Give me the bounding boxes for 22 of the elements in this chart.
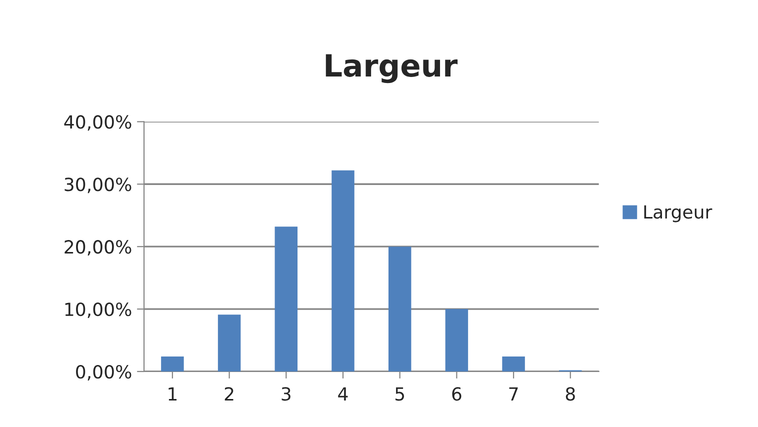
bar: [274, 226, 298, 372]
y-tick-label: 10,00%: [65, 302, 132, 318]
y-tick-label: 30,00%: [64, 178, 132, 194]
x-tick-label: 6: [452, 387, 462, 401]
x-tick-label: 1: [168, 387, 177, 400]
bar: [388, 246, 412, 372]
y-tick-label: 40,00%: [64, 115, 132, 131]
bar: [218, 314, 241, 372]
chart-title: Largeur: [326, 54, 458, 84]
bar: [445, 309, 468, 372]
x-tick-label: 3: [282, 387, 290, 401]
x-tick-label: 8: [566, 387, 575, 401]
bar: [502, 356, 525, 372]
x-tick-label: 2: [224, 387, 234, 400]
bar: [332, 170, 354, 372]
x-tick-label: 7: [509, 387, 518, 400]
y-tick-label: 0,00%: [76, 364, 132, 380]
x-tick-label: 4: [338, 387, 348, 400]
legend-label: Largeur: [644, 205, 712, 222]
x-tick-label: 5: [395, 387, 404, 401]
bar: [161, 356, 184, 372]
y-tick-label: 20,00%: [64, 240, 132, 256]
